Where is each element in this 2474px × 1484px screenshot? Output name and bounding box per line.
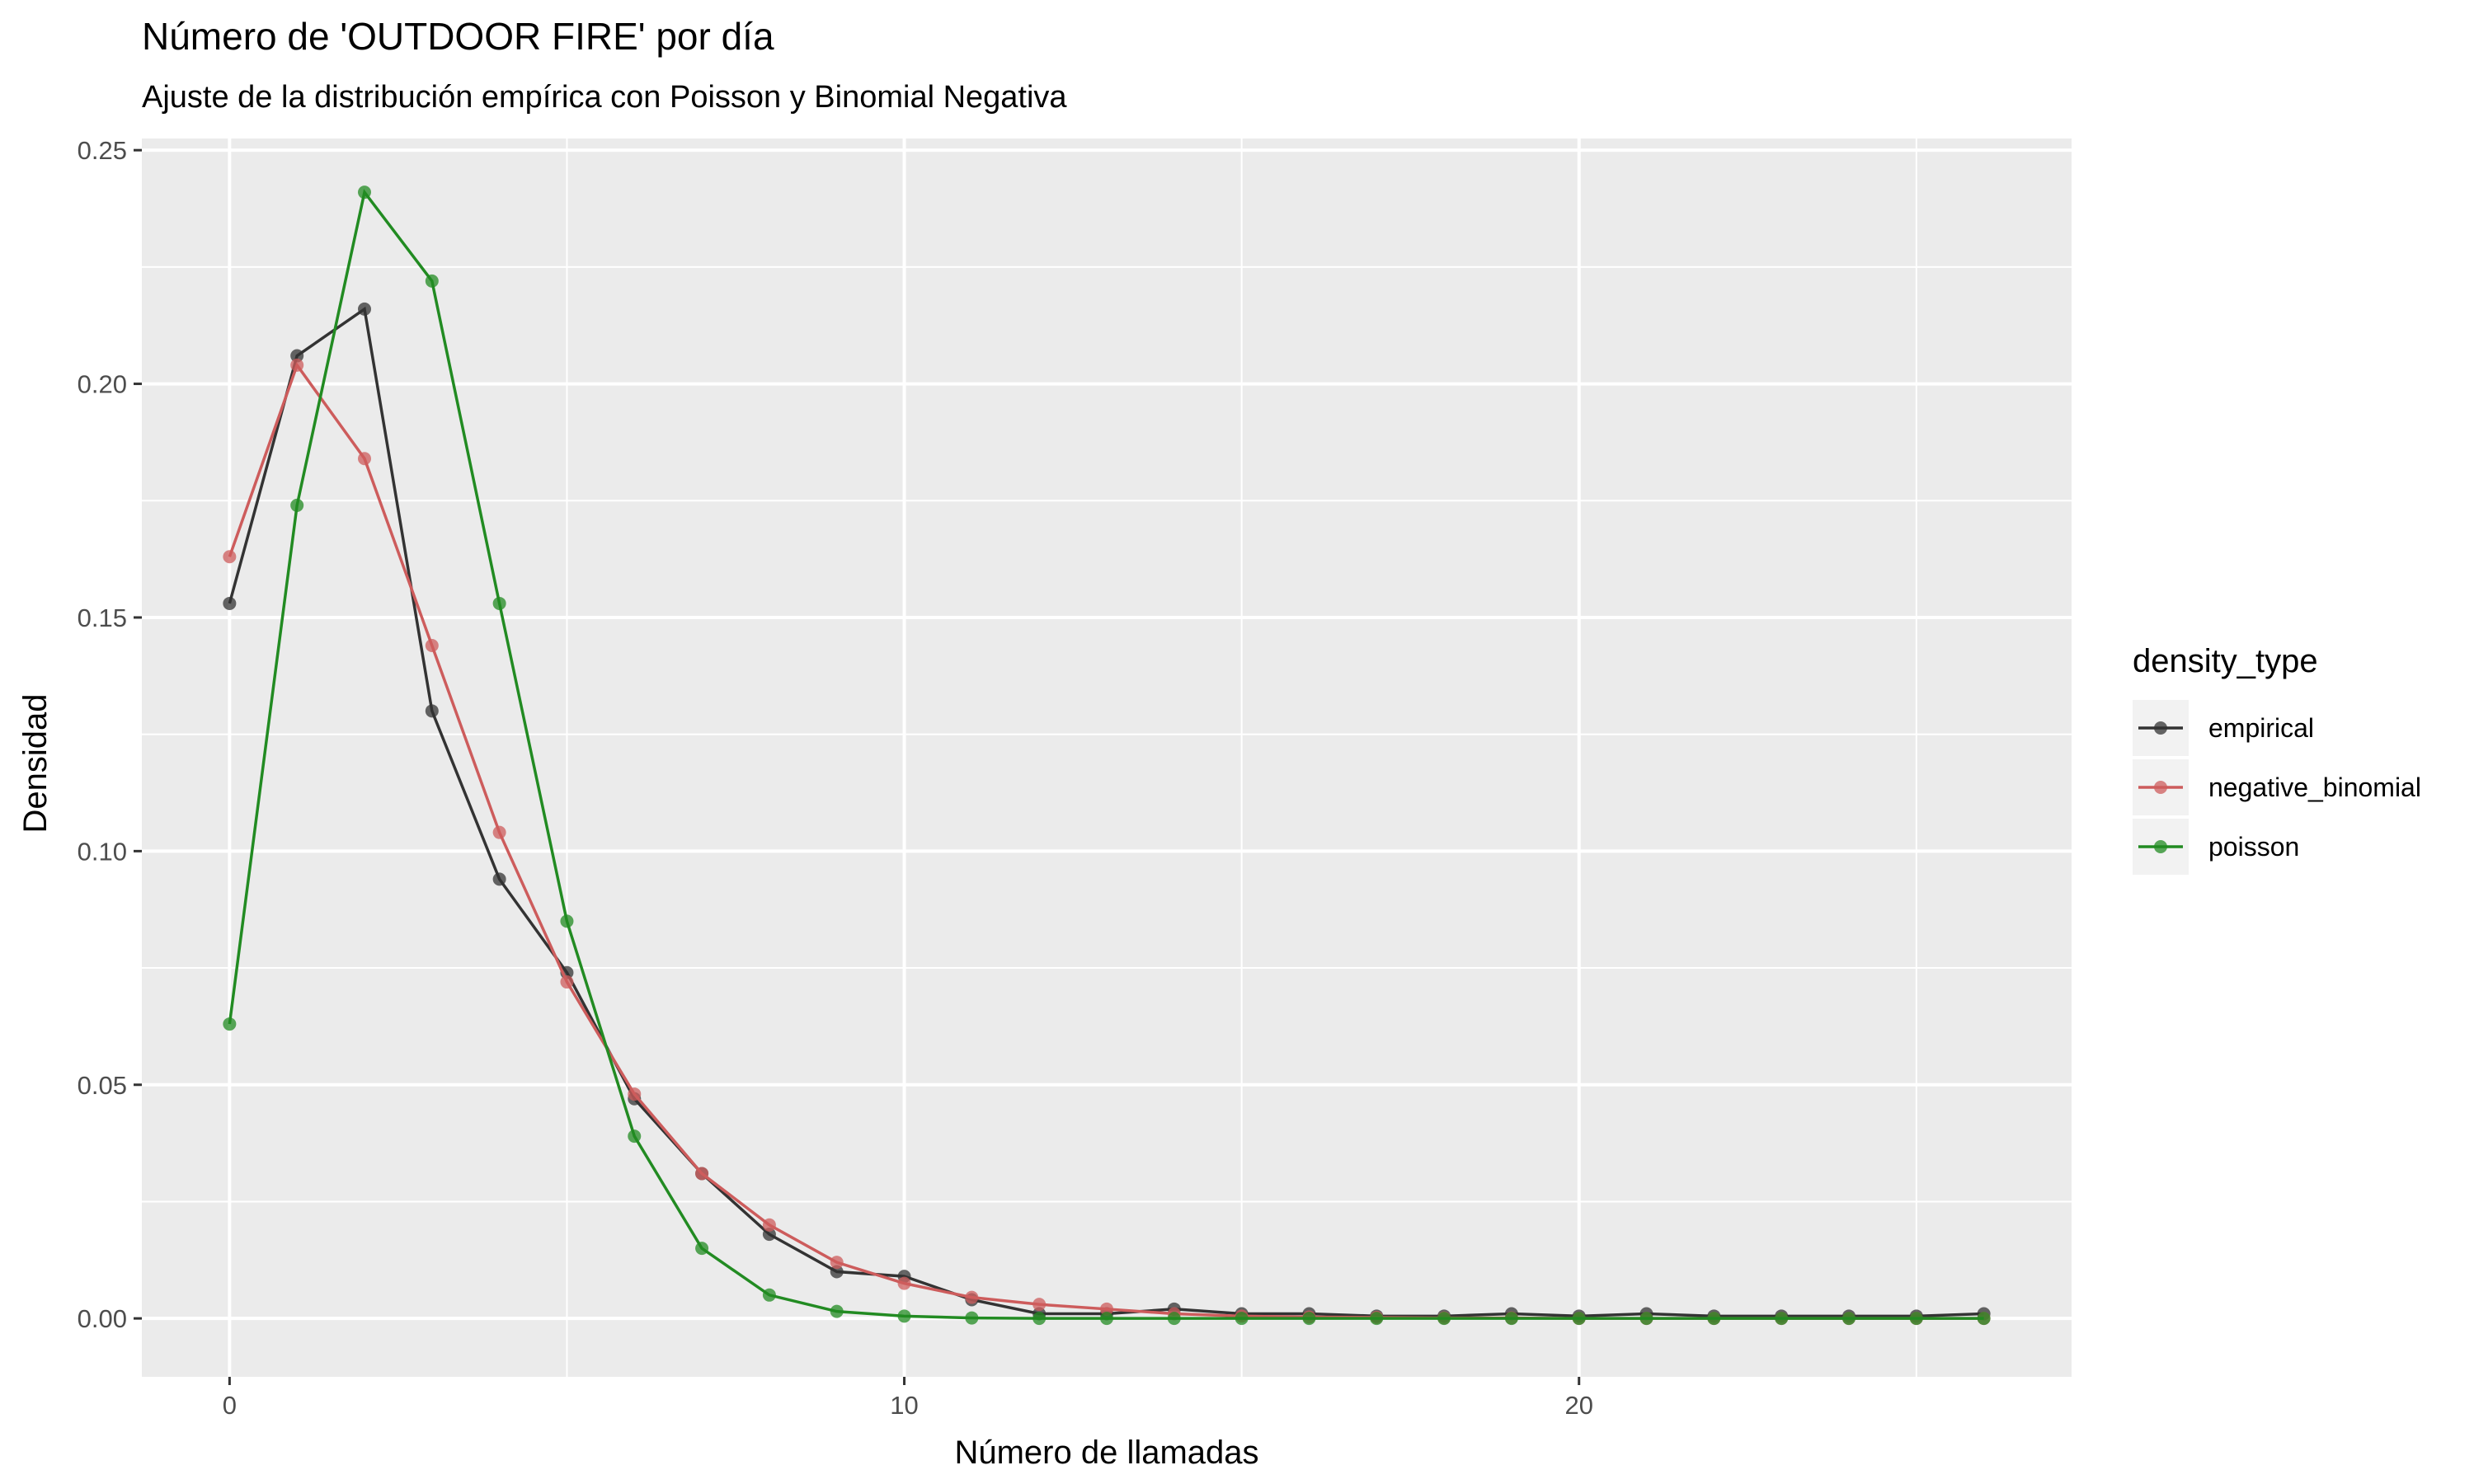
data-point	[223, 1017, 237, 1031]
data-point	[897, 1309, 911, 1323]
data-point	[965, 1311, 979, 1325]
data-point	[1842, 1312, 1856, 1326]
y-tick-label: 0.15	[78, 603, 127, 632]
chart-subtitle: Ajuste de la distribución empírica con P…	[142, 80, 1067, 115]
data-point	[1977, 1312, 1991, 1326]
data-point	[425, 704, 439, 718]
data-point	[1504, 1312, 1518, 1326]
series-layer	[223, 186, 1991, 1326]
data-point	[1639, 1312, 1653, 1326]
data-point	[1437, 1312, 1451, 1326]
y-tick-label: 0.10	[78, 837, 127, 866]
legend: density_type empirical negative_binomialp…	[2133, 643, 2421, 875]
grid-major	[142, 139, 2072, 1377]
data-point	[695, 1242, 709, 1256]
y-tick-label: 0.05	[78, 1071, 127, 1100]
data-point	[290, 498, 304, 512]
data-point	[1370, 1312, 1384, 1326]
legend-item-poisson: poisson	[2133, 819, 2299, 875]
data-point	[1032, 1312, 1047, 1326]
legend-item-empirical: empirical	[2133, 700, 2314, 756]
x-axis-title: Número de llamadas	[954, 1435, 1258, 1471]
legend-key-point	[2154, 840, 2167, 853]
data-point	[425, 274, 439, 288]
data-point	[695, 1167, 709, 1181]
y-axis-title: Densidad	[17, 693, 54, 833]
data-point	[1775, 1312, 1789, 1326]
data-point	[223, 596, 237, 610]
data-point	[290, 349, 304, 363]
data-point	[628, 1087, 642, 1101]
data-point	[628, 1129, 642, 1144]
data-point	[1032, 1298, 1047, 1312]
data-point	[1909, 1312, 1923, 1326]
data-point	[1100, 1302, 1113, 1316]
plot-panel	[142, 139, 2072, 1377]
data-point	[830, 1256, 844, 1270]
data-point	[425, 638, 439, 652]
data-point	[965, 1290, 979, 1304]
x-tick-label: 10	[890, 1391, 918, 1420]
data-point	[290, 358, 304, 372]
data-point	[762, 1228, 776, 1242]
legend-title: density_type	[2133, 643, 2318, 679]
data-point	[1167, 1312, 1181, 1326]
legend-label: negative_binomial	[2208, 773, 2421, 802]
data-point	[1707, 1312, 1721, 1326]
data-point	[830, 1265, 844, 1279]
data-point	[560, 914, 574, 928]
legend-item-negative_binomial: negative_binomial	[2133, 759, 2421, 815]
legend-key-point	[2154, 721, 2167, 735]
chart-title: Número de 'OUTDOOR FIRE' por día	[142, 15, 774, 58]
y-tick-label: 0.00	[78, 1304, 127, 1333]
data-point	[560, 975, 574, 989]
data-point	[223, 550, 237, 564]
data-point	[358, 186, 371, 200]
data-point	[492, 825, 506, 839]
y-axis: 0.00 0.05 0.10 0.15 0.20 0.25	[78, 136, 142, 1333]
series-poisson	[223, 186, 1991, 1326]
data-point	[830, 1304, 844, 1318]
data-point	[1572, 1312, 1586, 1326]
data-point	[1302, 1312, 1316, 1326]
x-tick-label: 20	[1564, 1391, 1592, 1420]
data-point	[762, 1218, 776, 1232]
data-point	[358, 452, 371, 466]
x-axis: 0 10 20	[223, 1377, 1593, 1420]
legend-label: empirical	[2208, 713, 2314, 743]
data-point	[897, 1276, 911, 1290]
data-point	[762, 1288, 776, 1302]
y-tick-label: 0.25	[78, 136, 127, 165]
data-point	[492, 872, 506, 886]
y-tick-label: 0.20	[78, 370, 127, 399]
legend-label: poisson	[2208, 832, 2299, 862]
data-point	[1100, 1312, 1113, 1326]
data-point	[358, 302, 371, 316]
legend-key-point	[2154, 781, 2167, 794]
data-point	[492, 596, 506, 610]
x-tick-label: 0	[223, 1391, 237, 1420]
data-point	[1235, 1312, 1249, 1326]
